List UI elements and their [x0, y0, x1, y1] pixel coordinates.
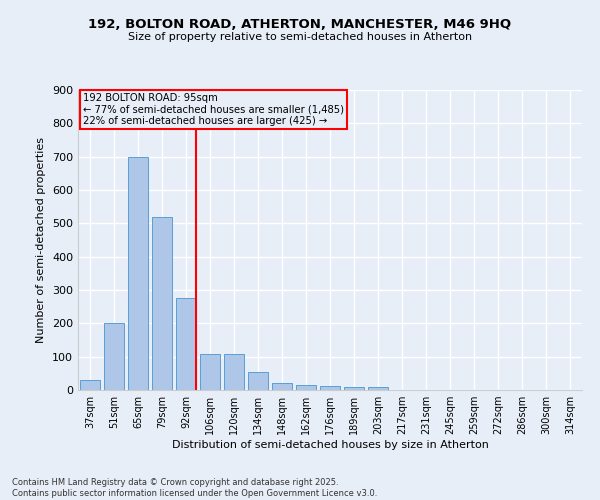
Bar — [344, 386, 364, 390]
X-axis label: Distribution of semi-detached houses by size in Atherton: Distribution of semi-detached houses by … — [172, 440, 488, 450]
Text: 192, BOLTON ROAD, ATHERTON, MANCHESTER, M46 9HQ: 192, BOLTON ROAD, ATHERTON, MANCHESTER, … — [88, 18, 512, 30]
Bar — [176, 298, 196, 390]
Text: Size of property relative to semi-detached houses in Atherton: Size of property relative to semi-detach… — [128, 32, 472, 42]
Text: 192 BOLTON ROAD: 95sqm
← 77% of semi-detached houses are smaller (1,485)
22% of : 192 BOLTON ROAD: 95sqm ← 77% of semi-det… — [83, 93, 344, 126]
Bar — [80, 380, 100, 390]
Y-axis label: Number of semi-detached properties: Number of semi-detached properties — [37, 137, 46, 343]
Bar — [248, 372, 268, 390]
Bar — [200, 354, 220, 390]
Bar — [152, 216, 172, 390]
Bar — [320, 386, 340, 390]
Bar — [272, 384, 292, 390]
Bar — [296, 384, 316, 390]
Bar — [104, 324, 124, 390]
Bar — [224, 354, 244, 390]
Bar — [368, 387, 388, 390]
Bar — [128, 156, 148, 390]
Text: Contains HM Land Registry data © Crown copyright and database right 2025.
Contai: Contains HM Land Registry data © Crown c… — [12, 478, 377, 498]
